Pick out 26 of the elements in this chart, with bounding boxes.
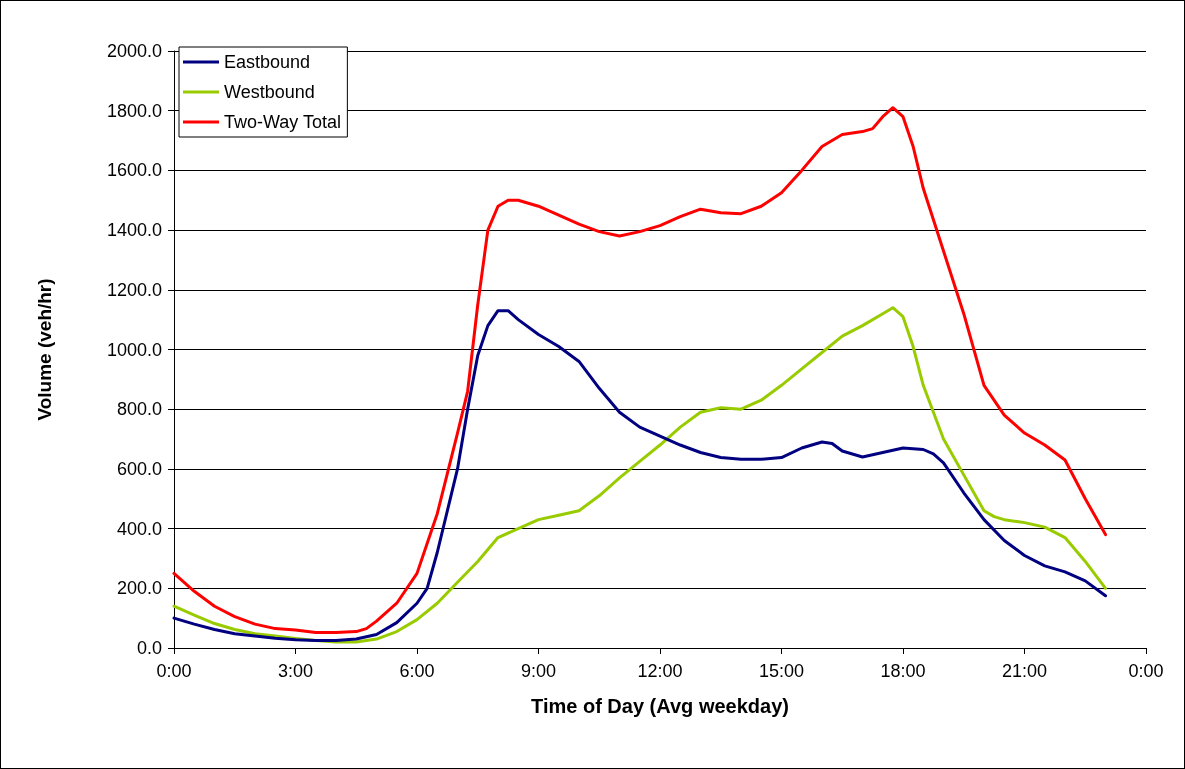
legend-label: Eastbound	[224, 52, 311, 72]
x-tick-label: 18:00	[880, 661, 926, 681]
y-tick-label: 1200.0	[106, 279, 162, 300]
y-tick-label: 600.0	[116, 458, 162, 479]
x-tick-label: 12:00	[637, 661, 683, 681]
x-tick-label: 6:00	[399, 661, 435, 681]
y-tick-label: 1400.0	[106, 220, 162, 241]
x-tick-label: 3:00	[277, 661, 314, 681]
x-tick-label: 9:00	[520, 661, 557, 681]
y-tick-label: 1800.0	[106, 100, 162, 121]
x-tick-label: 15:00	[758, 661, 805, 681]
y-tick-label: 0.0	[136, 638, 162, 658]
y-axis-title: Volume (veh/hr)	[34, 278, 55, 421]
y-tick-label: 200.0	[116, 578, 162, 599]
y-tick-label: 1000.0	[106, 339, 162, 360]
x-tick-label: 0:00	[156, 661, 192, 681]
y-tick-label: 800.0	[116, 399, 162, 420]
x-tick-label: 21:00	[1001, 661, 1048, 681]
y-tick-label: 400.0	[116, 518, 162, 539]
line-series	[172, 106, 1107, 634]
legend-label: Two-Way Total	[224, 112, 342, 132]
legend-label: Westbound	[224, 82, 315, 102]
y-tick-label: 1600.0	[106, 160, 162, 181]
x-tick-label: 0:00	[1128, 661, 1164, 681]
y-tick-label: 2000.0	[106, 41, 162, 61]
x-axis-title: Time of Day (Avg weekday)	[531, 695, 789, 717]
